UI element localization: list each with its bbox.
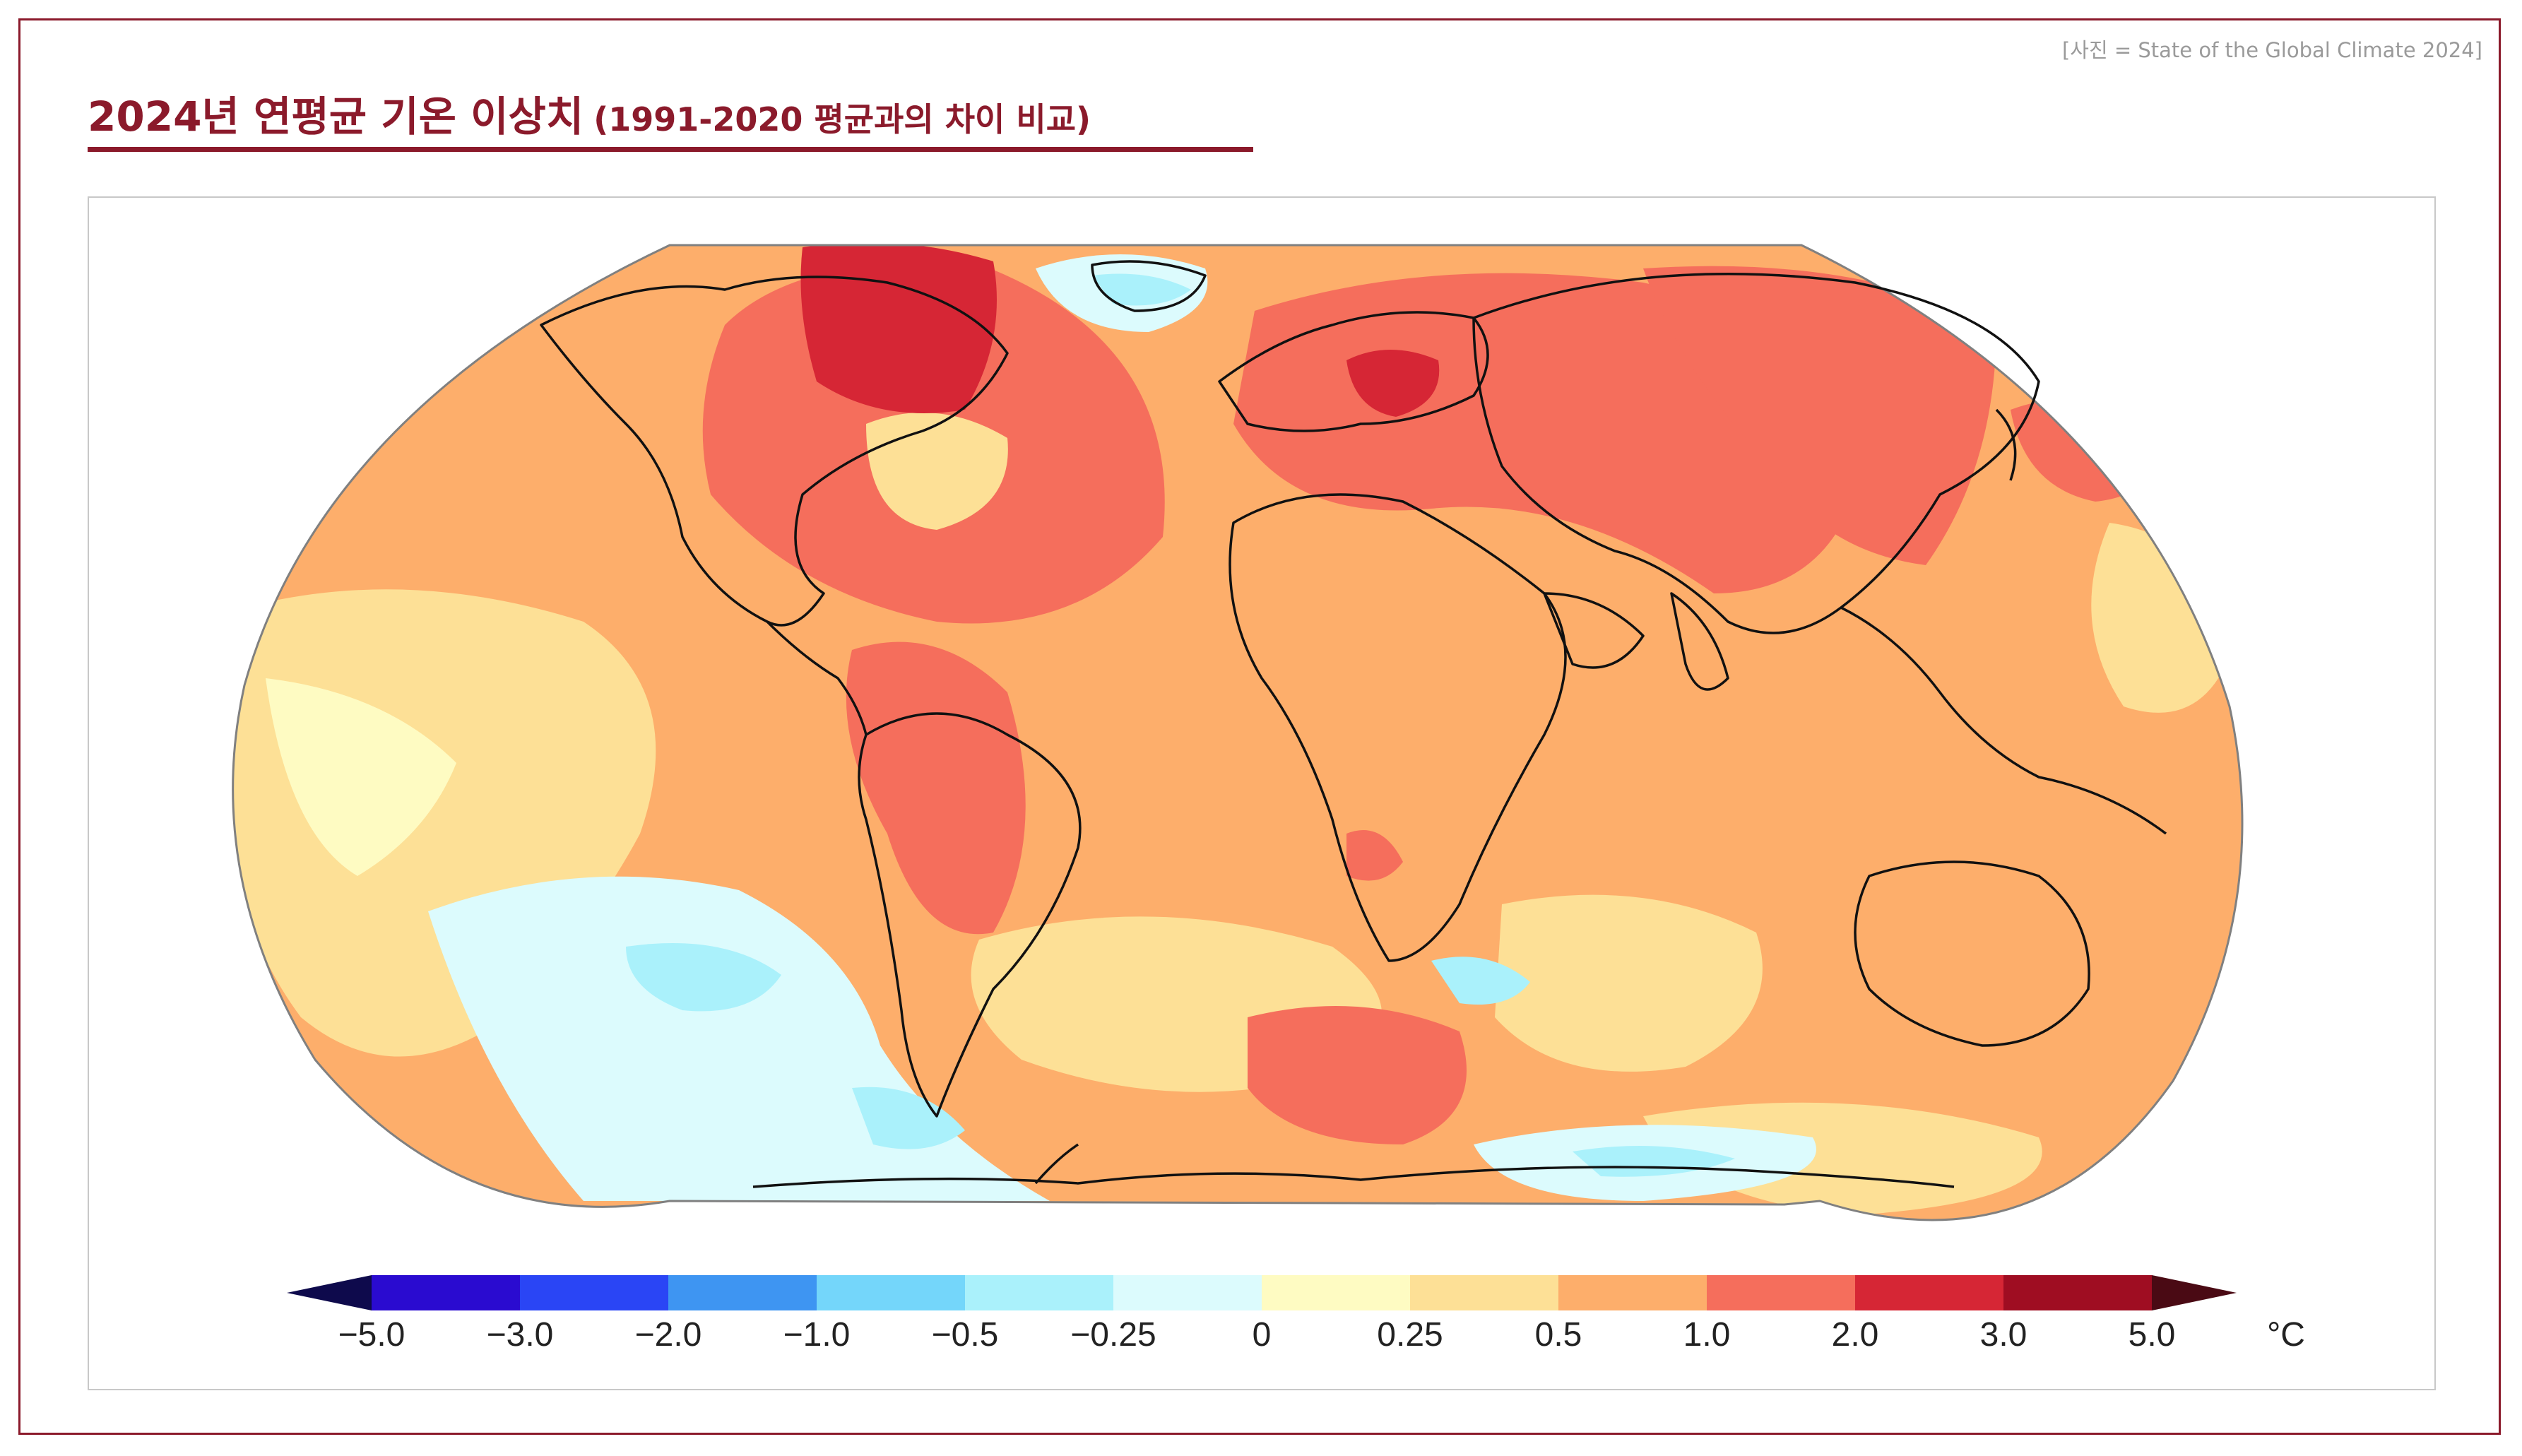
region-siberia-warm [1643, 266, 1996, 565]
temperature-anomaly-map [232, 244, 2244, 1221]
legend-arrow-low [287, 1275, 372, 1310]
region-south-atlantic-cool [1431, 957, 1530, 1005]
legend-tick-label-0: −5.0 [338, 1316, 405, 1354]
antarctic-peninsula-coast [1034, 1143, 1079, 1185]
legend-tick-label-11: 3.0 [1980, 1316, 2027, 1354]
australia-coast [1854, 860, 2090, 1047]
region-greenland-cold [1092, 273, 1191, 306]
legend-unit: °C [2267, 1316, 2305, 1354]
antarctica-coast [752, 1166, 1955, 1188]
title-subtitle: (1991-2020 평균과의 차이 비교) [593, 100, 1091, 138]
legend-bin-3 [817, 1275, 966, 1310]
region-drake-cold [852, 1087, 965, 1149]
legend-tick-label-2: −2.0 [635, 1316, 702, 1354]
region-pacific-pale [266, 678, 456, 876]
legend-bin-11 [2003, 1275, 2153, 1310]
legend-bins [372, 1275, 2153, 1310]
southeast-asia-coast [1840, 606, 2167, 835]
south-america-coast [858, 712, 1082, 1118]
legend-bin-4 [965, 1275, 1114, 1310]
central-america-coast [766, 620, 868, 735]
legend-bin-6 [1262, 1275, 1411, 1310]
title-main: 2024년 연평균 기온 이상치 [88, 93, 584, 141]
region-mid-atlantic-inner [866, 413, 1008, 530]
outer-frame [18, 18, 2501, 1435]
coastlines [540, 260, 2167, 1188]
africa-coast [1229, 493, 1567, 962]
region-indian-ocean-mild [1495, 894, 1763, 1072]
region-south-pacific-cold [626, 943, 781, 1012]
legend-bin-9 [1707, 1275, 1856, 1310]
north-america-coast [540, 276, 1009, 627]
page-title: 2024년 연평균 기온 이상치 (1991-2020 평균과의 차이 비교) [88, 83, 1091, 143]
greenland-coast [1091, 260, 1207, 312]
legend-tick-label-7: 0.25 [1377, 1316, 1443, 1354]
legend-tick-label-12: 5.0 [2129, 1316, 2176, 1354]
title-underline [88, 147, 1253, 152]
arabia-coast [1543, 592, 1645, 669]
colorbar-legend: −5.0 −3.0 −2.0 −1.0 −0.5 −0.25 0 0.25 0.5 1.0 2.0 3… [287, 1275, 2305, 1354]
legend-tick-label-4: −0.5 [932, 1316, 999, 1354]
legend-bin-1 [520, 1275, 669, 1310]
asia-coast [1472, 272, 2040, 634]
japan-coast [1995, 408, 2017, 481]
photo-credit: [사진 = State of the Global Climate 2024] [2061, 38, 2482, 62]
legend-tick-label-8: 0.5 [1535, 1316, 1582, 1354]
legend-tick-label-10: 2.0 [1832, 1316, 1879, 1354]
legend-bin-10 [1855, 1275, 2004, 1310]
legend-tick-label-3: −1.0 [783, 1316, 851, 1354]
region-africa-east-warm [1346, 830, 1403, 881]
globe-outline [232, 244, 2244, 1221]
india-coast [1670, 592, 1729, 691]
legend-bin-5 [1113, 1275, 1262, 1310]
legend-bin-2 [668, 1275, 817, 1310]
region-southern-ocean-warm [1248, 1006, 1467, 1144]
legend-ticks: −5.0 −3.0 −2.0 −1.0 −0.5 −0.25 0 0.25 0.5 1.0 2.0 3… [338, 1316, 2176, 1354]
legend-tick-label-1: −3.0 [487, 1316, 554, 1354]
region-canada-hot [800, 245, 997, 413]
legend-tick-label-5: −0.25 [1070, 1316, 1156, 1354]
legend-bin-7 [1410, 1275, 1559, 1310]
legend-bin-8 [1558, 1275, 1707, 1310]
legend-tick-label-6: 0 [1253, 1316, 1272, 1354]
legend-bin-0 [372, 1275, 521, 1310]
europe-coast [1218, 311, 1489, 432]
region-south-america-warm [846, 641, 1026, 935]
legend-tick-label-9: 1.0 [1683, 1316, 1731, 1354]
legend-arrow-high [2152, 1275, 2237, 1310]
region-eastern-europe-hot [1346, 350, 1440, 417]
map-panel: −5.0 −3.0 −2.0 −1.0 −0.5 −0.25 0 0.25 0.5 1.0 2.0 3… [88, 196, 2436, 1390]
